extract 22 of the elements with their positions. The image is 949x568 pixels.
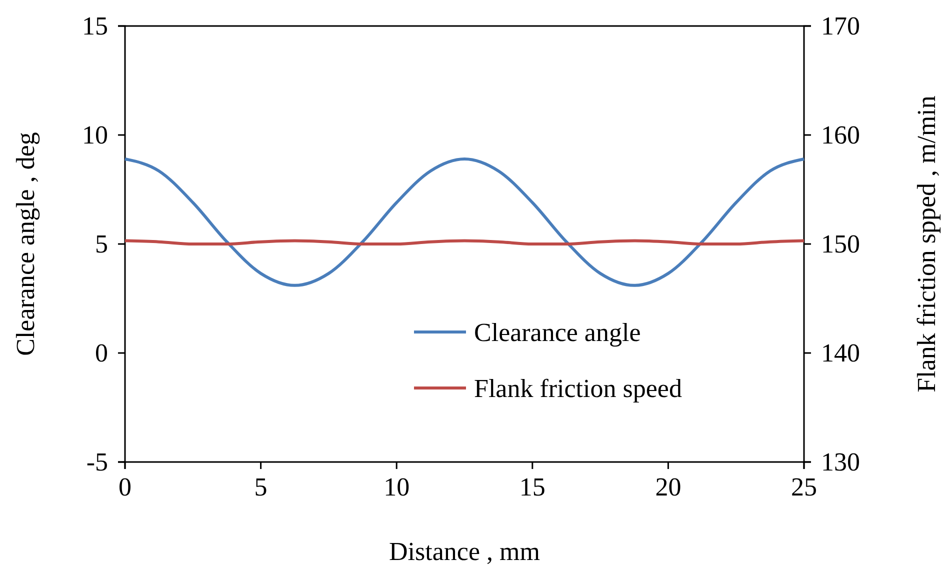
x-tick-label: 10 [384, 472, 410, 502]
y2-tick-label: 150 [821, 229, 860, 258]
legend-label: Flank friction speed [474, 374, 682, 403]
y-tick-label: 5 [95, 229, 108, 258]
y-tick-label: 10 [82, 120, 108, 150]
legend-label: Clearance angle [474, 318, 641, 347]
y2-tick-label: 160 [821, 120, 860, 150]
y-tick-label: 0 [95, 338, 108, 368]
x-tick-label: 0 [118, 472, 132, 502]
x-tick-label: 20 [655, 472, 682, 502]
x-tick-label: 25 [791, 472, 817, 502]
y2-axis-title: Flank friction spped , m/min [912, 96, 941, 392]
x-tick-label: 5 [254, 472, 268, 502]
y-tick-label: -5 [86, 447, 108, 476]
y2-tick-label: 170 [821, 11, 860, 40]
y2-tick-label: 140 [821, 338, 860, 368]
x-tick-label: 15 [519, 472, 546, 502]
x-axis-title: Distance , mm [389, 537, 540, 566]
y-axis-title: Clearance angle , deg [11, 132, 40, 356]
y2-tick-label: 130 [821, 447, 860, 476]
line-series [124, 157, 806, 287]
y-tick-label: 15 [82, 11, 108, 40]
